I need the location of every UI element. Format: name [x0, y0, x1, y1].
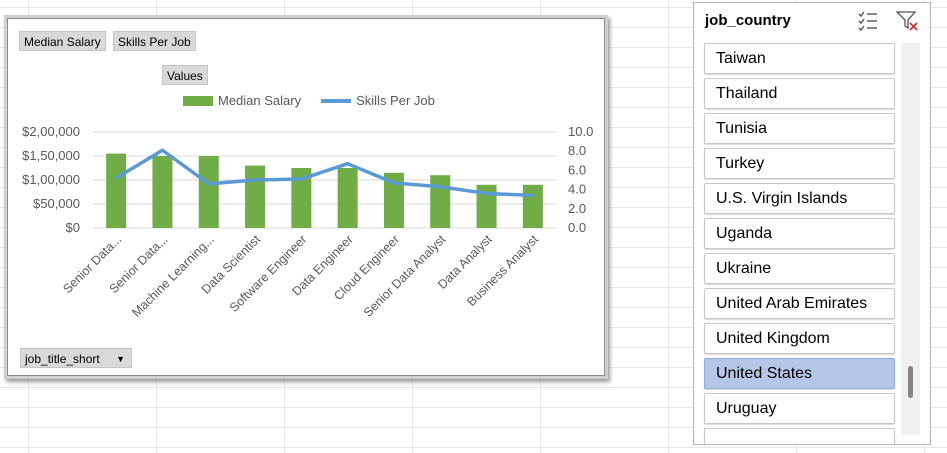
chart-plot-area: $0 $50,000 $1,00,000 $1,50,000 $2,00,000 0.0 2…	[22, 124, 593, 320]
slicer-item[interactable]: Uganda	[704, 218, 895, 249]
job-title-short-field-dropdown[interactable]: job_title_short ▼	[20, 348, 132, 368]
median-salary-field-button[interactable]: Median Salary	[19, 31, 106, 51]
chart-bar	[337, 168, 358, 228]
chart-bar	[383, 172, 404, 228]
chart-bar	[522, 184, 543, 228]
legend-swatch-line	[321, 98, 352, 103]
job-country-slicer[interactable]: job_country Taiwan Thailand Tunisia Turkey U…	[693, 2, 931, 445]
values-field-button[interactable]: Values	[162, 65, 208, 85]
slicer-item[interactable]: Taiwan	[704, 43, 895, 74]
y-right-tick-label: 10.0	[568, 124, 593, 139]
slicer-item[interactable]: United Kingdom	[704, 323, 895, 354]
scrollbar-thumb[interactable]	[908, 366, 913, 398]
slicer-item[interactable]: Ukraine	[704, 253, 895, 284]
legend-label-median-salary: Median Salary	[218, 93, 302, 108]
slicer-header: job_country	[694, 3, 930, 39]
skills-per-job-field-button[interactable]: Skills Per Job	[113, 31, 196, 51]
slicer-item[interactable]: United States	[704, 358, 895, 389]
y-right-tick-label: 6.0	[568, 162, 586, 177]
skills-per-job-line	[115, 148, 533, 198]
chevron-down-icon: ▼	[116, 354, 125, 364]
legend-label-skills-per-job: Skills Per Job	[356, 93, 435, 108]
slicer-item[interactable]: Tunisia	[704, 113, 895, 144]
chart-bar	[245, 165, 266, 228]
clear-filter-icon[interactable]	[896, 10, 920, 32]
chart-bar	[152, 156, 173, 228]
y-right-tick-label: 8.0	[568, 143, 586, 158]
legend-item-median-salary: Median Salary	[183, 93, 301, 108]
x-category-label: Machine Learning...	[129, 232, 217, 320]
chart-bar	[476, 184, 497, 228]
x-category-label: Senior Data Analyst	[361, 232, 449, 320]
chart-bar	[430, 175, 451, 228]
chart-legend: Median Salary Skills Per Job	[183, 93, 455, 108]
y-left-tick-label: $50,000	[33, 196, 80, 211]
slicer-item[interactable]: Uruguay	[704, 393, 895, 424]
chart-bar	[291, 168, 312, 228]
pivot-chart[interactable]: Median Salary Skills Per Job Values Medi…	[7, 18, 605, 376]
slicer-title: job_country	[705, 12, 791, 29]
multi-select-icon[interactable]	[857, 10, 879, 32]
chart-bar	[106, 153, 127, 228]
slicer-scrollbar[interactable]	[901, 43, 920, 435]
chart-bar	[198, 156, 219, 228]
y-right-tick-label: 0.0	[568, 220, 586, 235]
y-left-tick-label: $1,00,000	[22, 172, 80, 187]
legend-swatch-bar	[183, 95, 213, 106]
job-title-short-label: job_title_short	[25, 352, 100, 366]
y-right-tick-label: 4.0	[568, 182, 586, 197]
y-left-tick-label: $2,00,000	[22, 124, 80, 139]
legend-item-skills-per-job: Skills Per Job	[321, 93, 435, 108]
slicer-item[interactable]: Thailand	[704, 78, 895, 109]
slicer-item[interactable]	[704, 428, 895, 444]
y-left-tick-label: $1,50,000	[22, 148, 80, 163]
y-right-tick-label: 2.0	[568, 201, 586, 216]
y-left-tick-label: $0	[66, 220, 80, 235]
slicer-item[interactable]: Turkey	[704, 148, 895, 179]
slicer-item[interactable]: United Arab Emirates	[704, 288, 895, 319]
x-category-label: Software Engineer	[227, 232, 310, 315]
slicer-item[interactable]: U.S. Virgin Islands	[704, 183, 895, 214]
